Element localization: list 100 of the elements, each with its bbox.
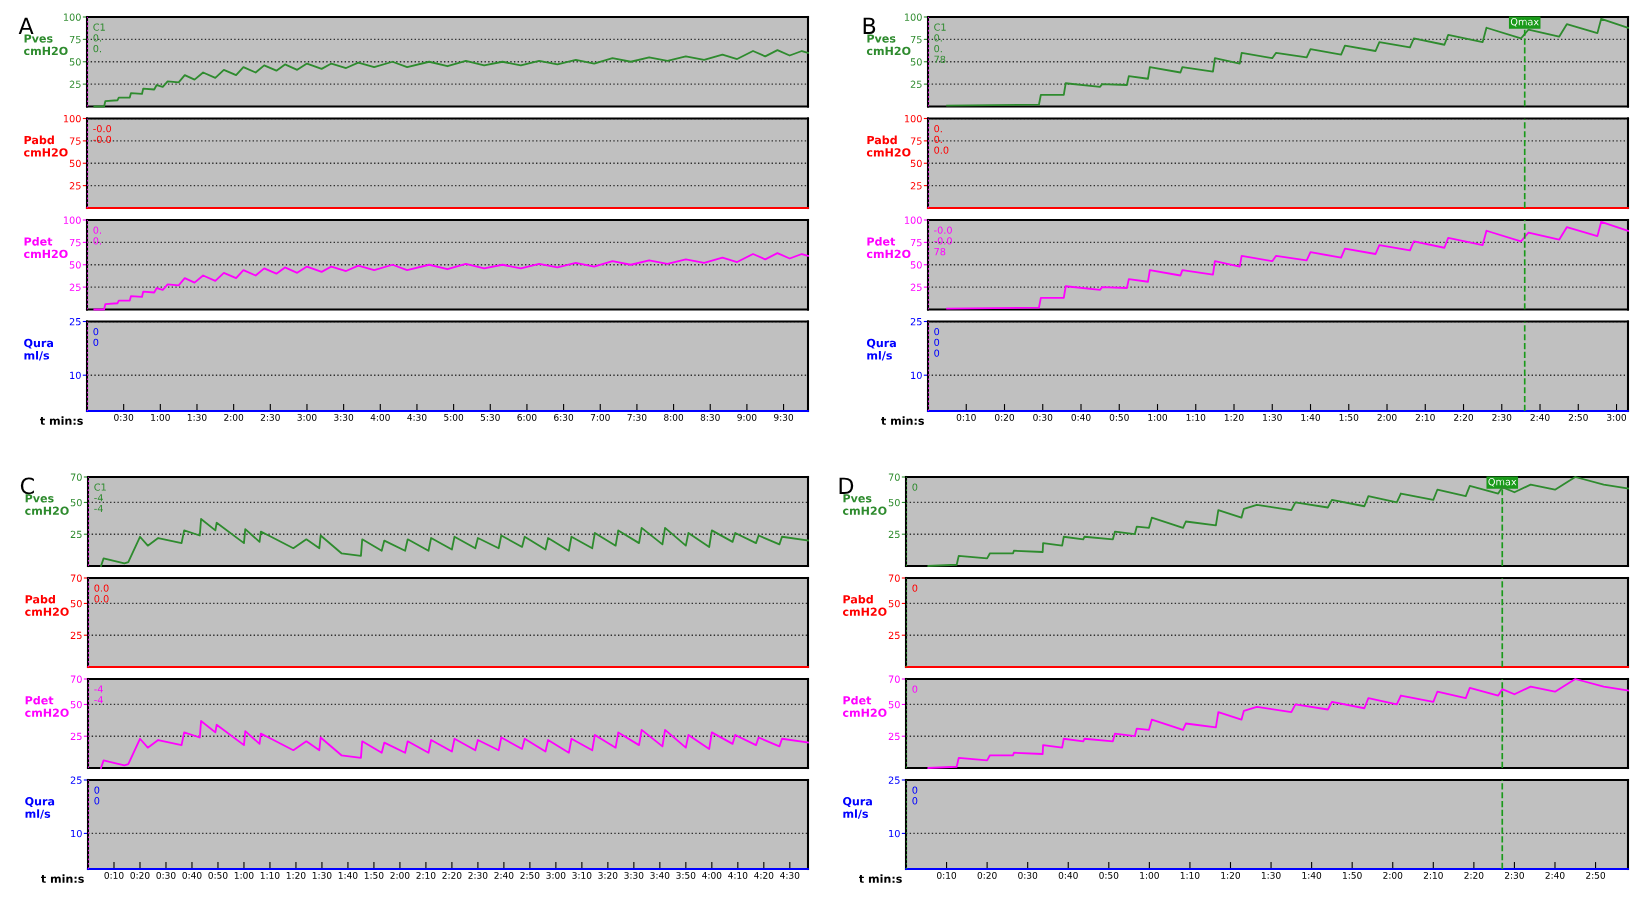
y-tick-label: 50 xyxy=(70,498,82,507)
y-tick-label: 70 xyxy=(70,675,82,683)
chart-title: C xyxy=(20,477,34,495)
y-tick-label: 50 xyxy=(888,599,900,608)
annotation: -0.0 xyxy=(934,226,952,234)
annotation: 0.0 xyxy=(934,146,949,154)
y-axis-title: Pves cmH2O xyxy=(24,34,68,56)
x-tick-label: 5:00 xyxy=(444,413,464,421)
annotation: 0 xyxy=(912,797,918,805)
annotation: 78 xyxy=(934,55,946,64)
x-tick-label: 4:10 xyxy=(728,871,748,879)
y-tick-label: 25 xyxy=(910,317,922,326)
x-tick-label: 0:10 xyxy=(104,871,124,879)
annotation: -4 xyxy=(94,696,103,704)
x-tick-label: 2:00 xyxy=(1383,871,1403,879)
x-tick-label: 4:00 xyxy=(702,871,722,879)
x-tick-label: 3:00 xyxy=(1607,413,1627,421)
y-axis-title: Pabd cmH2O xyxy=(24,135,68,157)
x-tick-label: 3:30 xyxy=(334,413,354,421)
x-tick-label: 3:00 xyxy=(297,413,317,421)
x-tick-label: 2:10 xyxy=(416,871,436,879)
x-tick-label: 5:30 xyxy=(480,413,500,421)
annotation: C1 xyxy=(93,23,105,31)
y-tick-label: 25 xyxy=(69,317,81,326)
annotation: 0.0 xyxy=(94,595,109,603)
x-tick-label: 2:00 xyxy=(390,871,410,879)
annotation: 0. xyxy=(934,135,942,144)
x-tick-label: 7:30 xyxy=(627,413,647,421)
y-tick-label: 10 xyxy=(71,829,82,838)
x-tick-label: 2:50 xyxy=(1568,413,1588,421)
y-tick-label: 75 xyxy=(69,137,81,145)
x-axis-title: t min:s xyxy=(41,874,84,883)
y-tick-label: 100 xyxy=(63,216,81,224)
x-tick-label: 2:10 xyxy=(1423,871,1443,879)
x-tick-label: 2:50 xyxy=(520,871,540,879)
y-tick-label: 25 xyxy=(910,182,922,190)
y-axis-title: Pabd cmH2O xyxy=(25,594,69,616)
x-tick-label: 8:30 xyxy=(700,413,720,421)
annotation: 0. xyxy=(93,34,101,42)
annotation: 0 xyxy=(93,338,99,347)
annotation: 0. xyxy=(93,237,101,245)
x-tick-label: 1:20 xyxy=(286,871,306,879)
y-tick-label: 25 xyxy=(910,80,922,88)
x-tick-label: 0:30 xyxy=(1033,413,1053,421)
x-tick-label: 1:40 xyxy=(1302,871,1322,879)
x-tick-label: 2:10 xyxy=(1415,413,1435,421)
x-tick-label: 1:10 xyxy=(1180,871,1200,879)
y-tick-label: 25 xyxy=(70,631,82,640)
y-tick-label: 50 xyxy=(888,700,900,709)
y-axis-title: Pdet cmH2O xyxy=(866,237,911,259)
annotation: 78 xyxy=(934,247,946,256)
chart-title: A xyxy=(18,17,34,34)
x-axis-title: t min:s xyxy=(40,416,83,425)
x-tick-label: 2:20 xyxy=(1454,413,1474,421)
y-tick-label: 25 xyxy=(69,182,81,190)
x-tick-label: 1:40 xyxy=(1301,413,1321,421)
annotation: 0 xyxy=(912,584,918,592)
x-tick-label: 3:20 xyxy=(598,871,618,879)
chart-title: B xyxy=(863,17,876,34)
y-tick-label: 70 xyxy=(70,473,82,481)
x-tick-label: 0:40 xyxy=(1071,413,1091,421)
x-tick-label: 1:20 xyxy=(1224,413,1244,421)
x-axis-title: t min:s xyxy=(859,874,902,883)
ref-line-label: Qmax xyxy=(1510,18,1539,27)
x-tick-label: 1:30 xyxy=(312,871,332,879)
annotation: 0 xyxy=(934,327,940,336)
y-tick-label: 100 xyxy=(904,114,922,123)
x-tick-label: 0:30 xyxy=(114,413,134,421)
x-tick-label: 6:30 xyxy=(554,413,574,421)
x-axis-title: t min:s xyxy=(881,416,924,425)
y-axis-title: Pdet cmH2O xyxy=(842,695,887,717)
x-tick-label: 3:30 xyxy=(624,871,644,879)
x-tick-label: 0:40 xyxy=(182,871,202,879)
y-tick-label: 75 xyxy=(910,35,922,44)
annotation: 0 xyxy=(912,483,918,491)
x-tick-label: 2:40 xyxy=(1530,413,1550,421)
y-axis-title: Pves cmH2O xyxy=(25,494,69,515)
y-tick-label: 75 xyxy=(69,35,81,44)
x-tick-label: 1:30 xyxy=(187,413,207,421)
x-tick-label: 9:30 xyxy=(773,413,794,421)
annotation: 0 xyxy=(934,349,940,357)
x-tick-label: 4:20 xyxy=(754,871,774,879)
annotation: -0.0 xyxy=(93,124,112,133)
x-tick-label: 1:30 xyxy=(1261,871,1281,879)
y-tick-label: 25 xyxy=(70,530,82,539)
x-tick-label: 7:00 xyxy=(590,413,610,421)
y-tick-label: 10 xyxy=(911,371,922,380)
y-tick-label: 25 xyxy=(888,530,900,539)
y-tick-label: 10 xyxy=(889,829,900,838)
y-tick-label: 100 xyxy=(63,13,81,21)
x-tick-label: 0:10 xyxy=(937,871,957,879)
annotation: -4 xyxy=(94,494,103,502)
x-tick-label: 2:00 xyxy=(224,413,244,421)
x-tick-label: 9:00 xyxy=(737,413,757,421)
y-axis-title: Pdet cmH2O xyxy=(25,695,69,717)
y-tick-label: 25 xyxy=(888,732,900,741)
y-tick-label: 25 xyxy=(69,283,81,291)
y-tick-label: 100 xyxy=(63,114,81,123)
x-tick-label: 2:30 xyxy=(260,413,280,421)
y-tick-label: 25 xyxy=(910,283,922,291)
